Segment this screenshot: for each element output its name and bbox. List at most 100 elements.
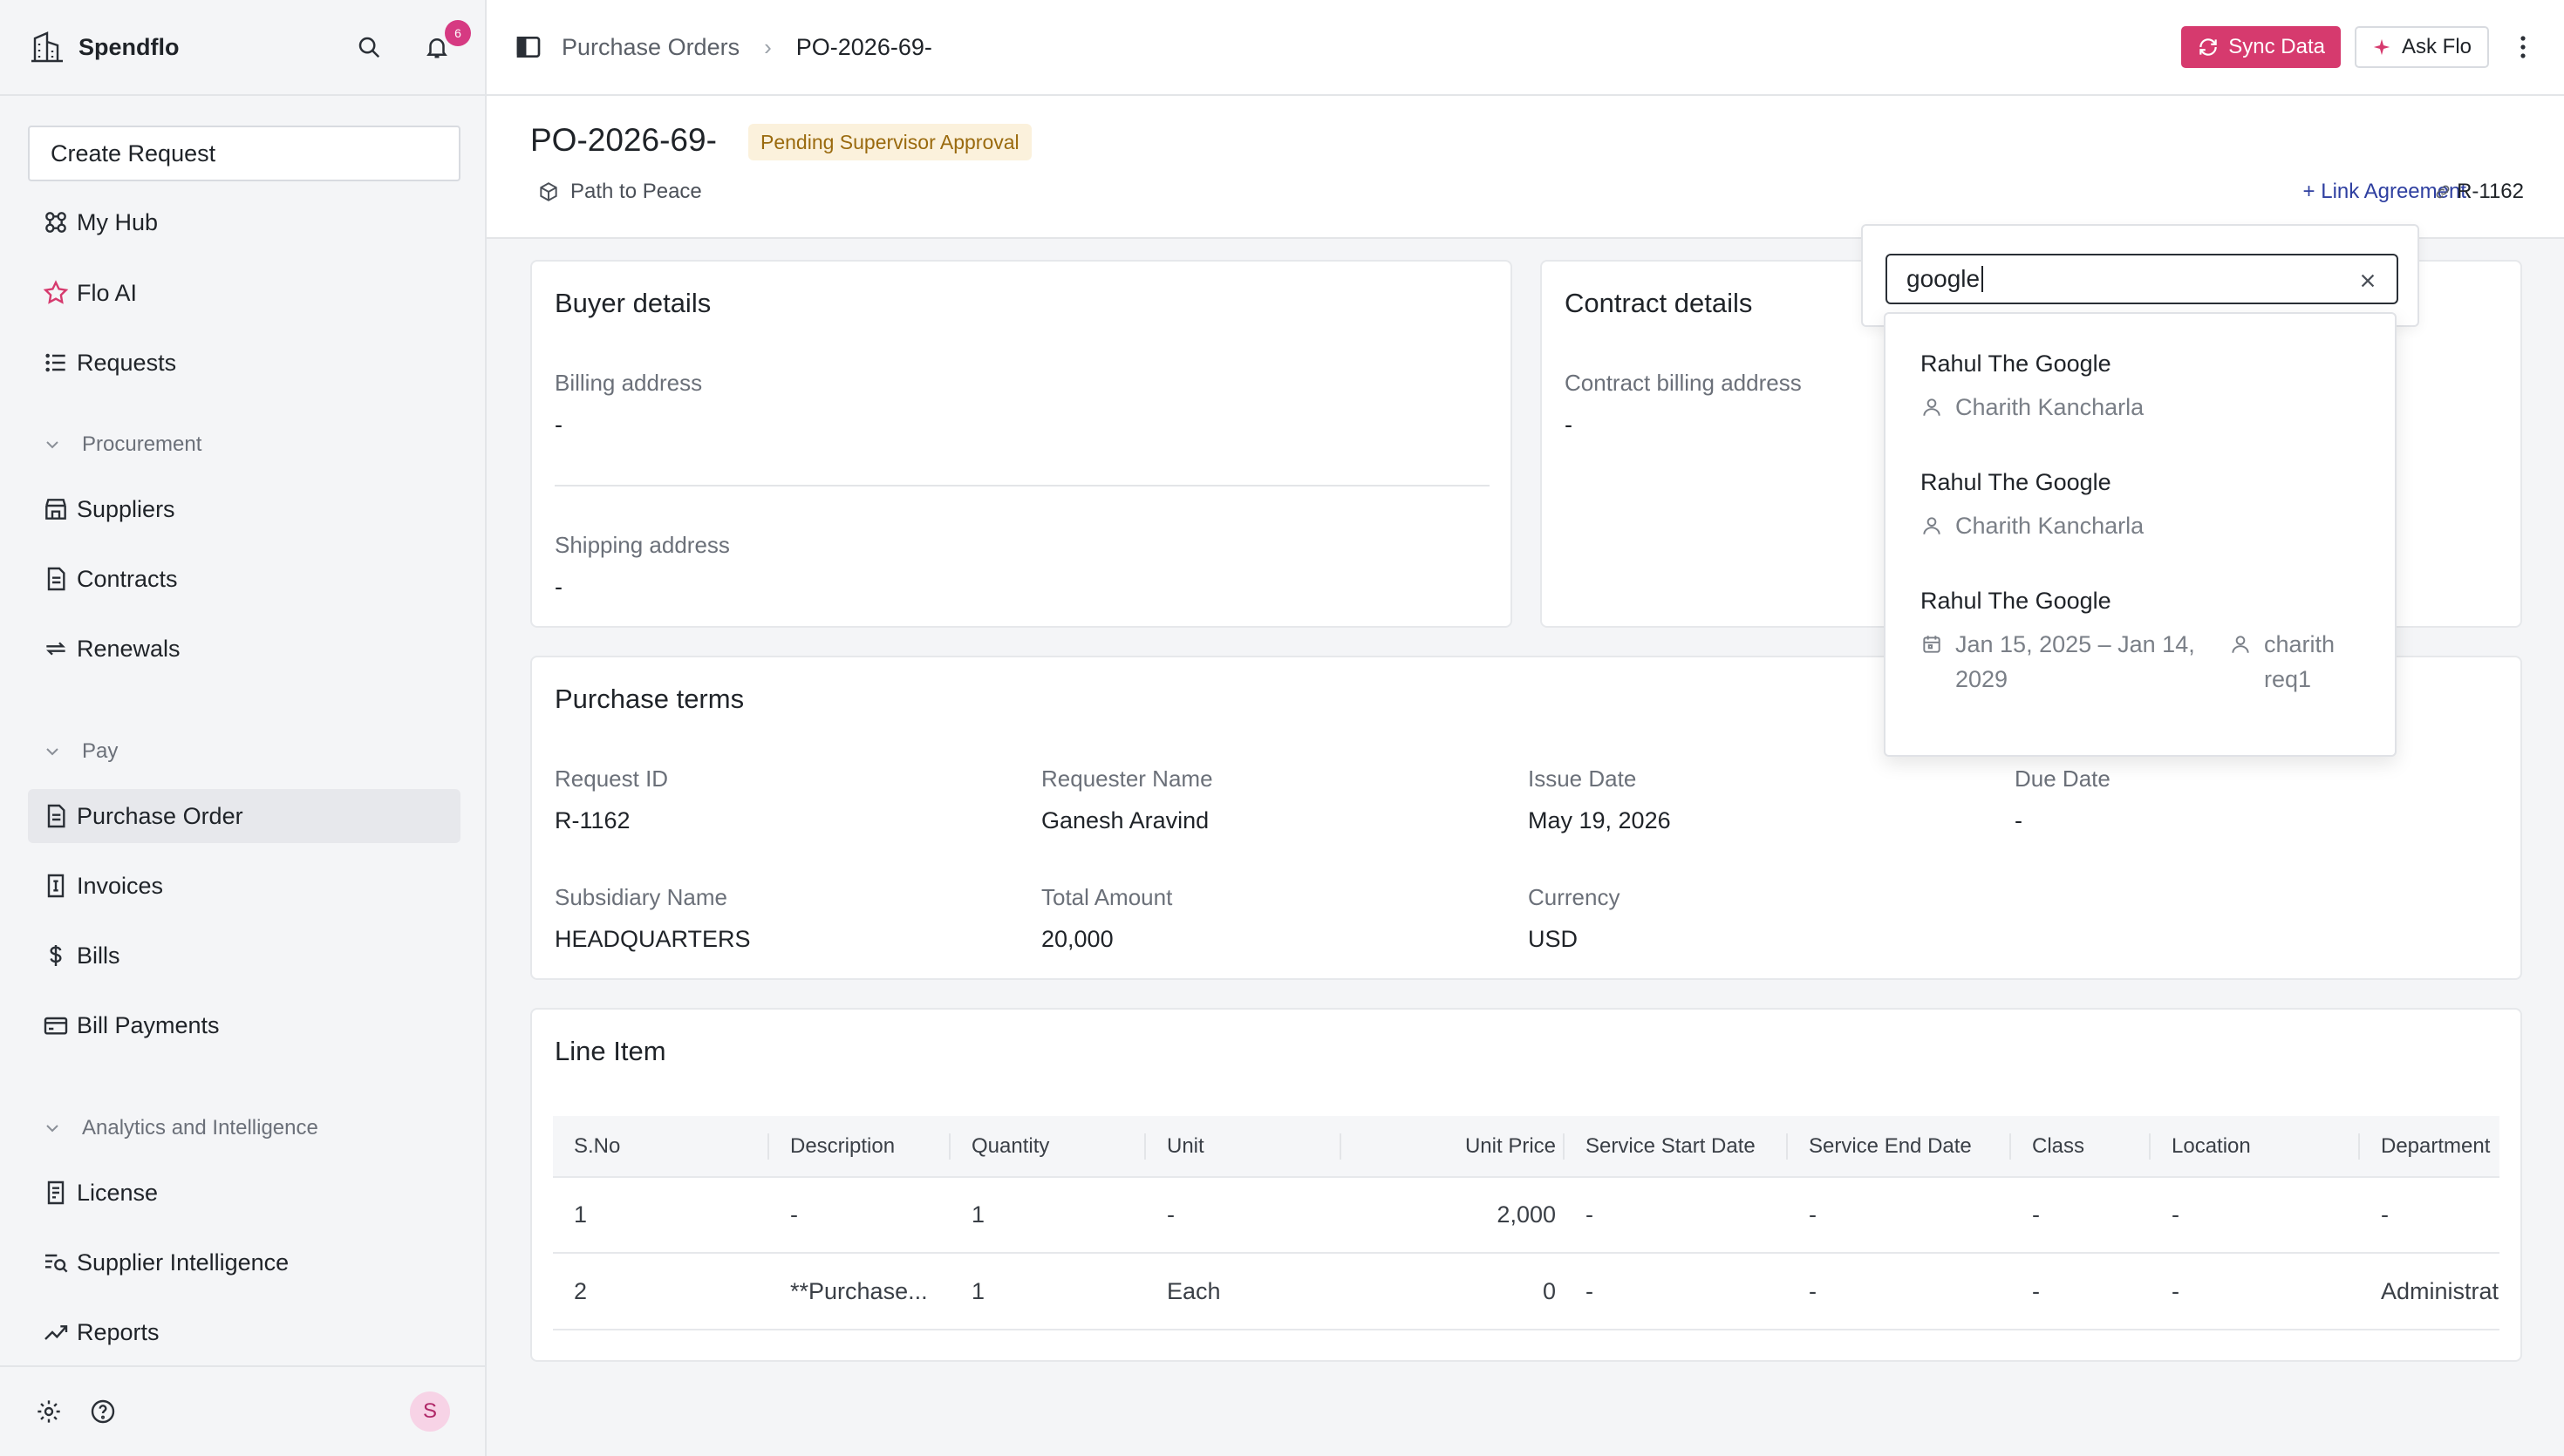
column-header[interactable]: Service End Date [1809,1134,1972,1158]
table-cell: - [1585,1278,1593,1304]
chevron-down-icon [46,441,58,449]
sidebar-item-supplier-intelligence[interactable]: Supplier Intelligence [28,1235,460,1289]
field-label: Issue Date [1528,765,1637,792]
column-header[interactable]: Quantity [972,1134,1050,1158]
agreement-search-popover: google [1861,224,2419,327]
owner-name: Charith Kancharla [1955,513,2145,539]
buyer-details-card: Buyer details Billing address - Shipping… [530,260,1512,628]
column-header[interactable]: Service Start Date [1585,1134,1756,1158]
breadcrumb-parent[interactable]: Purchase Orders [562,33,740,60]
sidebar-footer: S [0,1365,485,1456]
sidebar-item-purchase-order[interactable]: Purchase Order [28,789,460,843]
row-divider [553,1252,2499,1254]
table-cell: - [2381,1201,2389,1228]
sidebar-item-license[interactable]: License [28,1166,460,1220]
card-title: Line Item [555,1036,666,1066]
ask-flo-button[interactable]: Ask Flo [2354,26,2489,68]
star-icon [43,280,69,304]
section-procurement[interactable]: Procurement [42,432,201,457]
result-owner: Charith Kancharla [1920,390,2374,425]
table-cell: 2,000 [1497,1201,1556,1228]
more-options-icon[interactable] [2510,30,2536,65]
sync-data-label: Sync Data [2228,35,2325,58]
column-header[interactable]: Location [2172,1134,2251,1158]
sparkle-icon [2373,38,2390,56]
card-icon [44,1017,68,1035]
help-icon[interactable] [89,1398,117,1425]
column-header[interactable]: Unit [1167,1134,1204,1158]
column-header[interactable]: Department [2381,1134,2491,1158]
section-analytics[interactable]: Analytics and Intelligence [42,1116,318,1140]
sidebar-item-label: Bill Payments [77,1011,220,1038]
column-divider [2358,1133,2360,1160]
card-title: Purchase terms [555,684,745,714]
column-divider [1340,1133,1341,1160]
search-icon [358,37,380,58]
user-icon [1923,398,1940,416]
sync-data-button[interactable]: Sync Data [2181,26,2341,68]
field-label: Requester Name [1041,765,1213,792]
sidebar-item-contracts[interactable]: Contracts [28,552,460,606]
sidebar-item-invoices[interactable]: Invoices [28,859,460,913]
chevron-down-icon [46,1125,58,1133]
sidebar-item-requests[interactable]: Requests [28,336,460,390]
result-title: Rahul The Google [1920,350,2111,377]
table-cell: Each [1167,1278,1221,1304]
search-result-item[interactable]: Rahul The Google Jan 15, 2025 – Jan 14, … [1920,588,2374,697]
sidebar-item-reports[interactable]: Reports [28,1305,460,1359]
document-icon [47,567,65,591]
search-result-item[interactable]: Rahul The Google Charith Kancharla [1920,469,2374,543]
supplier-name: Path to Peace [570,180,702,203]
subsidiary-value: HEADQUARTERS [555,926,751,952]
bell-icon [426,38,447,58]
gear-icon[interactable] [35,1398,63,1425]
card-title: Buyer details [555,288,712,318]
sidebar-item-label: Invoices [77,872,164,899]
supplier-line: Path to Peace [537,180,702,204]
sidebar-toggle-icon[interactable] [515,33,542,61]
search-query: google [1906,265,1981,292]
create-request-button[interactable]: Create Request [28,126,460,181]
agreement-search-input[interactable]: google [1885,254,2398,304]
trend-icon [44,1325,68,1340]
sidebar-item-bill-payments[interactable]: Bill Payments [28,998,460,1052]
section-pay[interactable]: Pay [42,739,118,764]
list-icon [45,353,65,372]
table-cell: 2 [574,1278,588,1304]
requester-value: Ganesh Aravind [1041,807,1210,833]
search-results-dropdown: Rahul The Google Charith Kancharla Rahul… [1884,312,2397,757]
sidebar-item-my-hub[interactable]: My Hub [28,195,460,249]
sidebar-item-label: Purchase Order [77,802,243,829]
table-cell: - [2032,1201,2040,1228]
search-result-item[interactable]: Rahul The Google Charith Kancharla [1920,350,2374,425]
column-header[interactable]: Description [790,1134,896,1158]
table-cell: Administrat [2381,1278,2499,1304]
avatar[interactable]: S [410,1391,450,1432]
table-cell: - [2172,1278,2179,1304]
request-link[interactable]: R-1162 [2434,180,2524,204]
hub-icon [45,212,66,233]
close-icon[interactable] [2358,271,2377,290]
chevron-down-icon [46,748,58,756]
sidebar-item-flo-ai[interactable]: Flo AI [28,266,460,320]
sidebar: Spendflo 6 Create Request My Hub Flo AI … [0,0,487,1456]
search-button[interactable] [351,29,387,65]
notification-badge: 6 [445,20,471,46]
divider [555,485,1490,486]
sidebar-item-bills[interactable]: Bills [28,929,460,983]
row-divider [553,1329,2499,1330]
sidebar-item-label: License [77,1179,159,1206]
sidebar-item-renewals[interactable]: Renewals [28,622,460,676]
card-title: Contract details [1565,288,1753,318]
column-header[interactable]: S.No [574,1134,621,1158]
sidebar-item-suppliers[interactable]: Suppliers [28,482,460,536]
column-header[interactable]: Class [2032,1134,2085,1158]
owner-line: charith [2264,631,2336,657]
column-divider [767,1133,769,1160]
result-owner: Charith Kancharla [1920,508,2374,543]
line-item-card: Line Item [530,1008,2522,1362]
notifications-button[interactable]: 6 [419,20,471,65]
result-title: Rahul The Google [1920,469,2111,495]
column-header[interactable]: Unit Price [1464,1134,1556,1158]
field-label: Total Amount [1041,884,1173,910]
